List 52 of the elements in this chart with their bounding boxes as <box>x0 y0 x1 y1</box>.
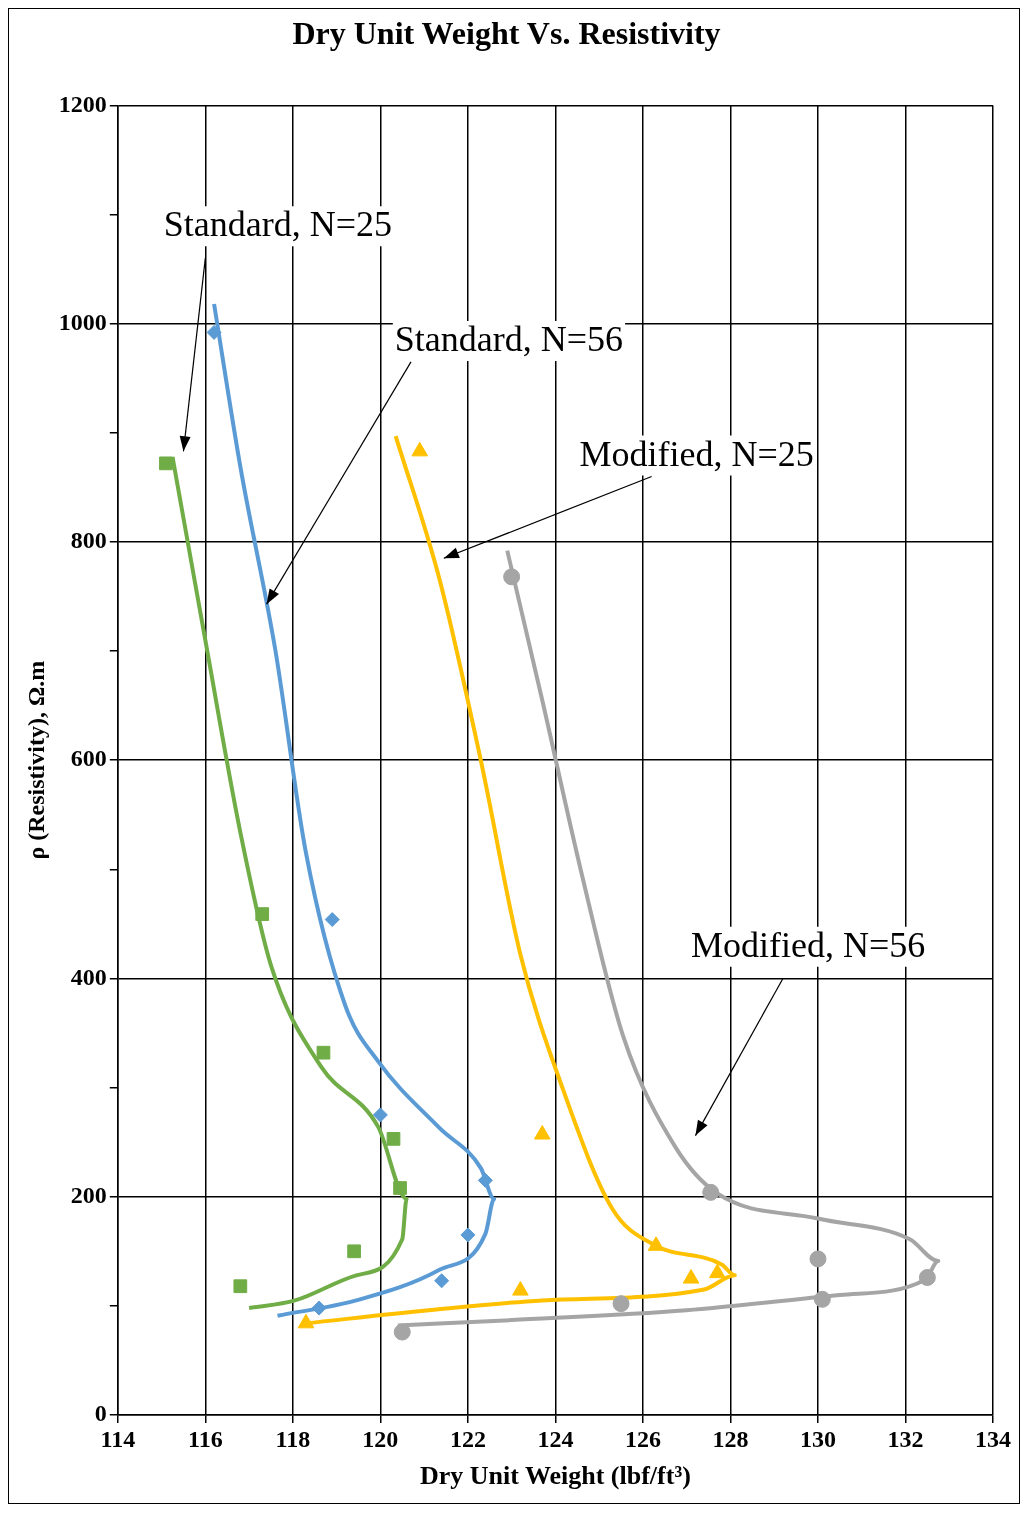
point <box>512 1281 529 1296</box>
x-tick-label: 128 <box>712 1425 749 1452</box>
point <box>702 1183 720 1201</box>
point <box>255 907 270 921</box>
point <box>460 1227 476 1243</box>
x-tick-label: 118 <box>275 1425 311 1452</box>
annotation: Standard, N=56 <box>394 318 624 359</box>
x-tick-label: 114 <box>100 1425 136 1452</box>
point <box>316 1045 331 1060</box>
point <box>206 324 222 340</box>
y-axis-title: ρ (Resistivity), Ω.m <box>22 660 49 860</box>
y-tick-label: 800 <box>70 527 107 554</box>
point <box>682 1269 700 1284</box>
point <box>233 1279 248 1294</box>
point <box>918 1268 936 1286</box>
annotation: Standard, N=25 <box>163 204 393 245</box>
x-tick-label: 116 <box>187 1425 223 1452</box>
x-tick-label: 122 <box>449 1425 486 1452</box>
y-tick-label: 400 <box>70 963 107 990</box>
y-tick-label: 600 <box>70 745 107 772</box>
y-tick-label: 1000 <box>58 308 107 335</box>
point <box>311 1300 327 1316</box>
point <box>533 1125 551 1140</box>
point <box>324 912 340 928</box>
point <box>647 1236 665 1251</box>
x-tick-label: 132 <box>887 1425 924 1452</box>
point <box>434 1273 450 1289</box>
point <box>503 568 521 586</box>
y-tick-label: 1200 <box>58 90 107 117</box>
point <box>809 1250 827 1268</box>
y-tick-label: 0 <box>94 1400 107 1427</box>
point <box>347 1244 361 1259</box>
x-tick-label: 130 <box>799 1425 836 1452</box>
point <box>709 1263 726 1279</box>
point <box>159 456 173 471</box>
x-tick-label: 120 <box>362 1425 399 1452</box>
x-axis-title: Dry Unit Weight (lbf/ft³) <box>419 1461 691 1491</box>
point <box>612 1295 630 1313</box>
x-tick-label: 124 <box>537 1425 574 1452</box>
point <box>372 1107 388 1123</box>
point <box>393 1181 407 1195</box>
y-tick-label: 200 <box>70 1181 107 1208</box>
point <box>393 1323 411 1341</box>
point <box>477 1172 493 1188</box>
point <box>813 1290 831 1308</box>
chart-title: Dry Unit Weight Vs. Resistivity <box>292 15 721 52</box>
annotation: Modified, N=56 <box>691 924 926 965</box>
x-tick-label: 134 <box>975 1425 1011 1452</box>
annotation: Modified, N=25 <box>579 433 814 474</box>
point <box>297 1313 315 1329</box>
point <box>386 1132 401 1146</box>
x-tick-label: 126 <box>624 1425 661 1452</box>
